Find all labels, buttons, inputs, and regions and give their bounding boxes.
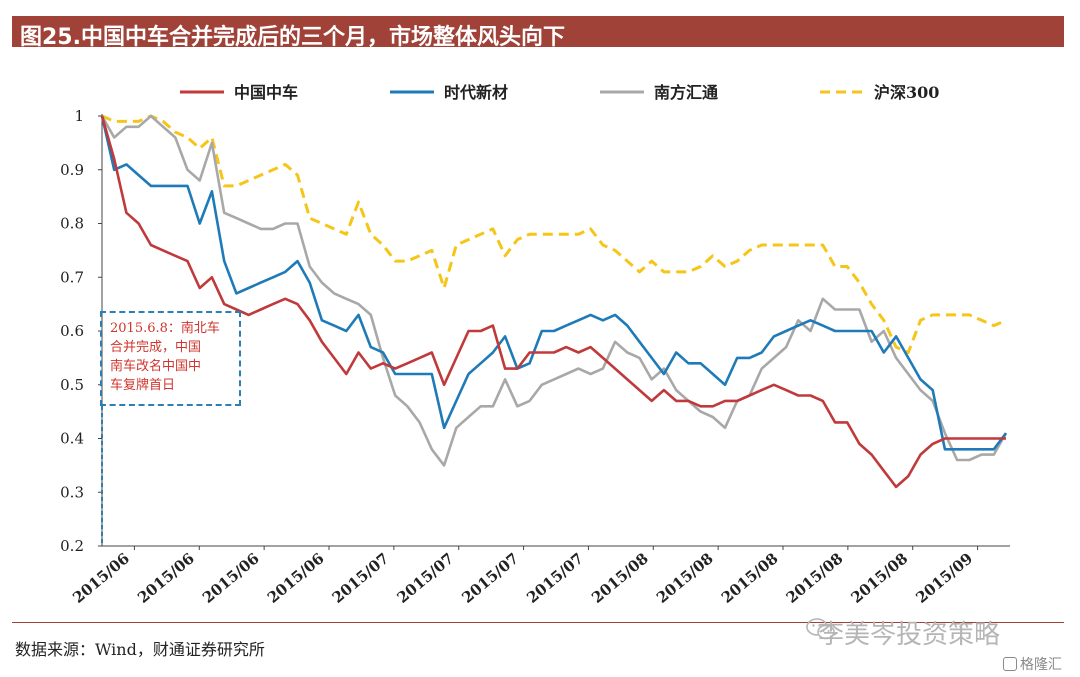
x-tick-label: 2015/06 <box>69 549 133 607</box>
badge-logo-icon <box>1003 657 1017 671</box>
legend-label-south: 南方汇通 <box>654 83 718 102</box>
series-line-hs300 <box>101 114 1007 354</box>
y-tick-label: 0.5 <box>60 376 84 394</box>
x-tick-label: 2015/06 <box>134 549 198 607</box>
callout-line: 车复牌首日 <box>110 378 176 393</box>
y-tick-label: 1 <box>74 107 84 125</box>
x-tick-label: 2015/07 <box>394 549 458 607</box>
legend-label-crrc: 中国中车 <box>234 83 298 102</box>
source-badge: 格隆汇 <box>1003 654 1062 674</box>
y-tick-label: 0.4 <box>60 430 84 448</box>
x-tick-label: 2015/08 <box>783 549 847 607</box>
x-tick-label: 2015/08 <box>848 549 912 607</box>
x-tick-label: 2015/06 <box>199 549 263 607</box>
source-note: 数据来源：Wind，财通证券研究所 <box>15 640 265 659</box>
callout-line: 南车改名中国中 <box>110 359 202 374</box>
legend-label-times: 时代新材 <box>444 83 508 102</box>
series-line-south <box>100 114 1008 467</box>
annotation-callout: 2015.6.8：南北车 合并完成，中国 南车改名中国中 车复牌首日 <box>100 311 241 406</box>
legend-label-hs300: 沪深300 <box>874 83 939 102</box>
y-tick-label: 0.7 <box>60 268 84 286</box>
wechat-icon <box>806 618 835 640</box>
y-tick-label: 0.3 <box>60 483 84 501</box>
title-bar: 图25.中国中车合并完成后的三个月，市场整体风头向下 <box>12 16 1064 50</box>
x-tick-label: 2015/06 <box>264 549 328 607</box>
y-tick-label: 0.8 <box>60 215 84 233</box>
series-line-crrc <box>100 115 1006 489</box>
x-tick-label: 2015/07 <box>458 549 522 607</box>
callout-line: 合并完成，中国 <box>110 340 202 355</box>
watermark: 李美岑投资策略 <box>818 620 1001 650</box>
source-divider <box>12 622 1064 623</box>
chart-title: 图25.中国中车合并完成后的三个月，市场整体风头向下 <box>20 25 565 50</box>
y-tick-label: 0.2 <box>60 537 84 555</box>
x-tick-label: 2015/09 <box>912 549 976 607</box>
x-tick-label: 2015/07 <box>329 549 393 607</box>
badge-text: 格隆汇 <box>1020 657 1062 673</box>
x-tick-label: 2015/08 <box>718 549 782 607</box>
y-tick-label: 0.9 <box>60 161 84 179</box>
x-tick-label: 2015/08 <box>653 549 717 607</box>
callout-line: 2015.6.8：南北车 <box>110 321 220 336</box>
x-tick-label: 2015/08 <box>588 549 652 607</box>
y-tick-label: 0.6 <box>60 322 84 340</box>
x-tick-label: 2015/07 <box>523 549 587 607</box>
series-line-times <box>100 115 1008 451</box>
